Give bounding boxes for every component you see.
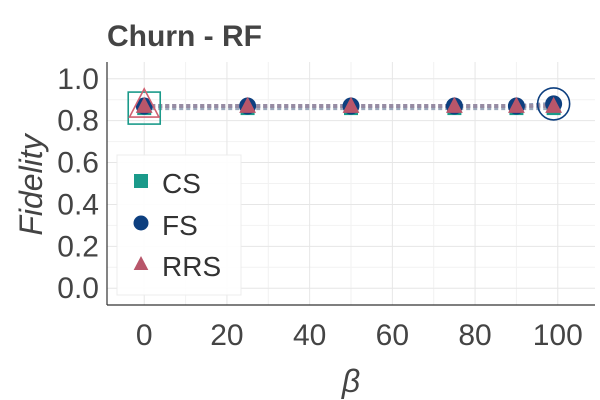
series-markers [135, 95, 563, 116]
legend-marker-rrs [133, 255, 149, 271]
x-axis-label: β [341, 363, 360, 399]
data-point-rrs [545, 96, 563, 113]
x-tick-label: 0 [136, 319, 153, 352]
highlight-rrs [128, 87, 161, 118]
x-tick-label: 100 [533, 319, 583, 352]
legend-label-rrs: RRS [162, 251, 221, 282]
y-tick-label: 0.6 [57, 147, 99, 180]
y-tick-label: 0.4 [57, 188, 99, 221]
y-tick-label: 0.0 [57, 272, 99, 305]
highlight-fs [536, 87, 571, 121]
highlight-markers [127, 87, 571, 125]
chart-title: Churn - RF [107, 20, 262, 53]
y-axis-label: Fidelity [13, 132, 49, 235]
legend: CS FS RRS [116, 154, 242, 296]
y-axis-ticks: 0.0 0.2 0.4 0.6 0.8 1.0 [57, 63, 99, 305]
y-tick-label: 1.0 [57, 63, 99, 96]
legend-label-fs: FS [162, 210, 198, 241]
x-tick-label: 40 [293, 319, 326, 352]
data-point-rrs [445, 96, 463, 113]
legend-label-cs: CS [162, 168, 201, 199]
x-tick-label: 60 [376, 319, 409, 352]
y-tick-label: 0.8 [57, 105, 99, 138]
axes [106, 62, 595, 306]
legend-marker-cs [134, 174, 148, 188]
data-point-rrs [239, 96, 257, 113]
x-tick-label: 80 [458, 319, 491, 352]
data-point-rrs [508, 96, 525, 113]
highlight-cs [127, 91, 162, 125]
x-axis-ticks: 0 20 40 60 80 100 [136, 319, 583, 352]
legend-marker-fs [133, 215, 149, 231]
x-tick-label: 20 [210, 319, 243, 352]
data-point-rrs [342, 96, 360, 113]
y-tick-label: 0.2 [57, 230, 99, 263]
data-point-rrs [135, 96, 153, 113]
